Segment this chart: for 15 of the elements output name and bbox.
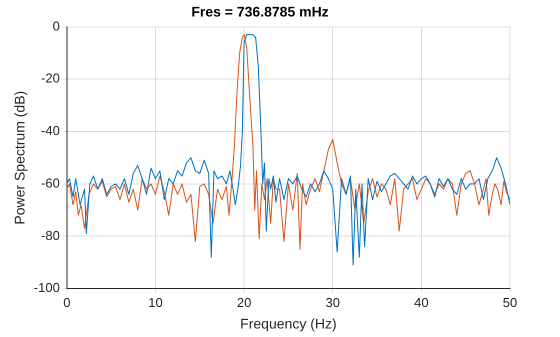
x-tick-label: 50 bbox=[502, 294, 518, 310]
x-tick-label: 0 bbox=[63, 294, 70, 310]
y-tick-label: -100 bbox=[34, 280, 60, 296]
x-tick-label: 20 bbox=[236, 294, 252, 310]
x-axis-title: Frequency (Hz) bbox=[240, 315, 337, 332]
y-tick-label: 0 bbox=[52, 18, 60, 34]
y-tick-label: -20 bbox=[41, 70, 60, 86]
x-tick-label: 40 bbox=[414, 294, 429, 310]
y-axis-title: Power Spectrum (dB) bbox=[11, 90, 28, 225]
y-tick-label: -60 bbox=[41, 175, 60, 190]
x-tick-label: 10 bbox=[148, 294, 163, 310]
y-tick-label: -40 bbox=[41, 123, 60, 138]
x-tick-label: 30 bbox=[325, 294, 340, 310]
y-tick-label: -80 bbox=[41, 228, 60, 243]
chart-title: Fres = 736.8785 mHz bbox=[191, 3, 329, 20]
